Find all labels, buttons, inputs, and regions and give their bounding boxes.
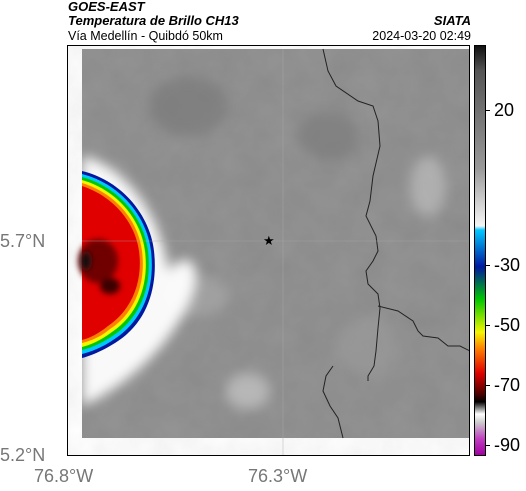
region-subtitle: Vía Medellín - Quibdó 50km	[68, 29, 223, 43]
colorbar-tick	[486, 325, 490, 326]
colorbar-tick	[486, 110, 490, 111]
satellite-title: GOES-EAST	[68, 0, 145, 14]
map-panel[interactable]: ★	[67, 45, 470, 456]
colorbar-label: -70	[494, 375, 521, 395]
colorbar-label: -30	[494, 255, 521, 275]
x-tick-label: 76.8°W	[34, 466, 94, 486]
satellite-map: ★	[68, 46, 469, 455]
timestamp-label: 2024-03-20 02:49	[372, 29, 471, 43]
convective-storm	[78, 171, 155, 358]
colorbar-tick	[486, 265, 490, 266]
temperature-colorbar	[474, 45, 486, 456]
colorbar-tick	[486, 445, 490, 446]
y-tick-label: 5.7°N	[0, 231, 46, 251]
colorbar-tick	[486, 385, 490, 386]
organization-label: SIATA	[433, 13, 471, 28]
product-title: Temperatura de Brillo CH13	[68, 13, 239, 28]
border-line	[322, 48, 381, 381]
star-marker: ★	[263, 234, 275, 249]
y-tick-label: 5.2°N	[0, 445, 46, 465]
colorbar-label: -90	[494, 435, 521, 455]
x-tick-label: 76.3°W	[248, 466, 308, 486]
colorbar-label: 20	[494, 100, 515, 120]
colorbar-label: -50	[494, 315, 521, 335]
